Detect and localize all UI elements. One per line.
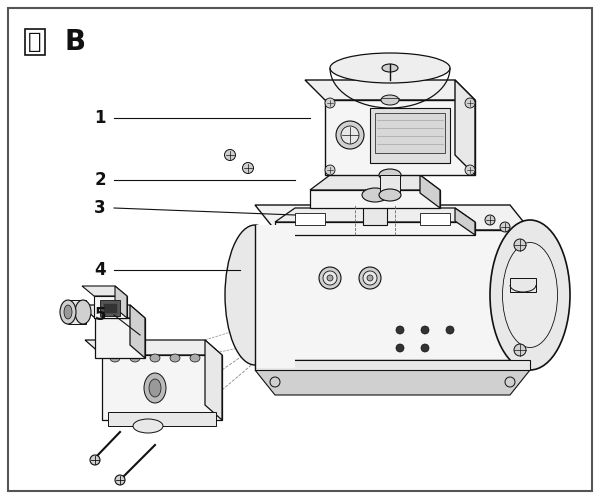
Text: 5: 5	[94, 306, 106, 324]
Polygon shape	[305, 80, 475, 100]
Ellipse shape	[150, 354, 160, 362]
Ellipse shape	[325, 165, 335, 175]
Ellipse shape	[133, 419, 163, 433]
Bar	[68, 300, 86, 324]
Text: 2: 2	[94, 171, 106, 189]
Ellipse shape	[359, 267, 381, 289]
Ellipse shape	[396, 344, 404, 352]
Text: 1: 1	[94, 109, 106, 127]
Ellipse shape	[115, 475, 125, 485]
Bar	[255, 225, 295, 368]
Ellipse shape	[490, 220, 570, 370]
Polygon shape	[275, 222, 475, 235]
Ellipse shape	[363, 271, 377, 285]
Ellipse shape	[421, 344, 429, 352]
Ellipse shape	[110, 354, 120, 362]
Ellipse shape	[149, 379, 161, 397]
Ellipse shape	[465, 98, 475, 108]
Ellipse shape	[396, 326, 404, 334]
Ellipse shape	[367, 275, 373, 281]
Bar	[375, 113, 445, 153]
Bar	[100, 300, 120, 316]
Polygon shape	[255, 370, 530, 395]
Polygon shape	[325, 100, 475, 175]
Polygon shape	[95, 318, 145, 358]
Polygon shape	[455, 80, 475, 175]
Ellipse shape	[130, 354, 140, 362]
Ellipse shape	[60, 300, 76, 324]
Text: B: B	[64, 28, 86, 56]
Bar	[420, 213, 450, 225]
Ellipse shape	[336, 121, 364, 149]
Bar	[108, 412, 216, 426]
Ellipse shape	[319, 267, 341, 289]
Ellipse shape	[325, 98, 335, 108]
Ellipse shape	[446, 326, 454, 334]
Ellipse shape	[500, 222, 510, 232]
Ellipse shape	[170, 354, 180, 362]
Ellipse shape	[327, 275, 333, 281]
Ellipse shape	[190, 354, 200, 362]
Text: 4: 4	[94, 261, 106, 279]
Ellipse shape	[505, 377, 515, 387]
Ellipse shape	[421, 326, 429, 334]
Polygon shape	[255, 205, 530, 230]
Ellipse shape	[225, 225, 285, 365]
Ellipse shape	[323, 271, 337, 285]
Ellipse shape	[224, 150, 235, 161]
Polygon shape	[115, 286, 127, 318]
Ellipse shape	[381, 95, 399, 105]
Polygon shape	[102, 355, 222, 420]
Bar	[380, 175, 400, 195]
Polygon shape	[85, 340, 222, 355]
Polygon shape	[130, 305, 145, 358]
Bar	[510, 278, 536, 292]
Polygon shape	[420, 175, 440, 208]
Bar	[295, 213, 325, 225]
Ellipse shape	[485, 215, 495, 225]
Bar	[103, 303, 117, 313]
Ellipse shape	[75, 300, 91, 324]
Ellipse shape	[144, 373, 166, 403]
Bar	[363, 195, 387, 225]
Ellipse shape	[379, 189, 401, 201]
Text: 图: 图	[28, 32, 41, 52]
Polygon shape	[455, 208, 475, 235]
Ellipse shape	[514, 344, 526, 356]
Bar	[370, 108, 450, 163]
Ellipse shape	[362, 188, 388, 202]
Polygon shape	[275, 208, 475, 222]
Polygon shape	[255, 230, 530, 360]
Polygon shape	[82, 286, 127, 296]
Ellipse shape	[270, 377, 280, 387]
Ellipse shape	[341, 126, 359, 144]
Ellipse shape	[465, 165, 475, 175]
Polygon shape	[310, 175, 440, 190]
Ellipse shape	[90, 455, 100, 465]
Ellipse shape	[242, 163, 254, 174]
Ellipse shape	[330, 53, 450, 83]
Polygon shape	[205, 340, 222, 420]
Ellipse shape	[514, 239, 526, 251]
Polygon shape	[80, 305, 145, 318]
Polygon shape	[94, 296, 127, 318]
Ellipse shape	[379, 169, 401, 181]
Ellipse shape	[503, 243, 557, 347]
Polygon shape	[255, 360, 530, 370]
Text: 3: 3	[94, 199, 106, 217]
Ellipse shape	[382, 64, 398, 72]
Polygon shape	[310, 190, 440, 208]
Ellipse shape	[64, 305, 72, 319]
